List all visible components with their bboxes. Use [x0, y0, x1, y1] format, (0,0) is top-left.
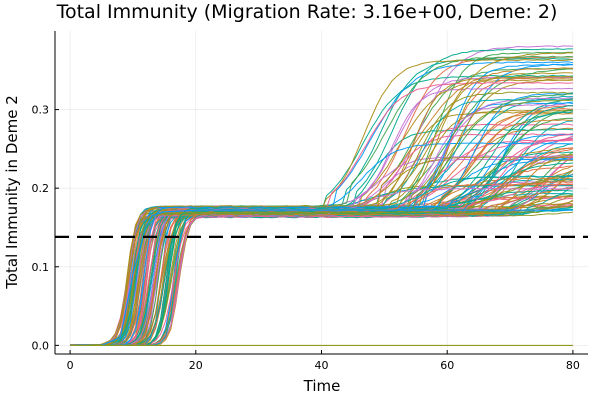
y-tick-label: 0.3 [32, 104, 50, 117]
chart-title: Total Immunity (Migration Rate: 3.16e+00… [56, 1, 558, 23]
ticks: 0 20 40 60 80 0.0 0.1 0.2 0.3 [32, 104, 580, 372]
series-group [70, 45, 574, 346]
series-line [70, 105, 573, 346]
x-tick-label: 80 [566, 359, 580, 372]
x-tick-label: 20 [189, 359, 203, 372]
y-tick-label: 0.2 [32, 182, 50, 195]
series-line [70, 133, 574, 346]
series-line [70, 209, 573, 346]
y-tick-label: 0.1 [32, 261, 50, 274]
series-line [70, 175, 573, 346]
y-tick-label: 0.0 [32, 339, 50, 352]
x-tick-label: 40 [315, 359, 329, 372]
y-axis-label: Total Immunity in Deme 2 [3, 95, 21, 290]
series-line [70, 52, 573, 346]
x-tick-label: 0 [67, 359, 74, 372]
x-tick-label: 60 [440, 359, 454, 372]
x-axis-label: Time [303, 377, 341, 395]
series-line [70, 55, 573, 346]
